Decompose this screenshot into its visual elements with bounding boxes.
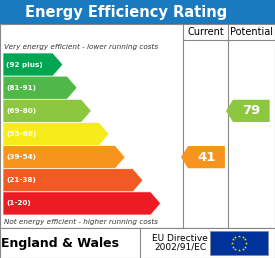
Text: (55-68): (55-68) [6,131,36,137]
Text: G: G [162,197,172,210]
Text: (92 plus): (92 plus) [6,62,43,68]
Text: Current: Current [187,27,224,37]
Bar [0,228,275,258]
Polygon shape [3,99,91,123]
Polygon shape [3,146,125,169]
Text: (21-38): (21-38) [6,177,36,183]
Polygon shape [3,76,77,99]
Text: Potential: Potential [230,27,273,37]
Text: 2002/91/EC: 2002/91/EC [154,243,206,252]
Text: Energy Efficiency Rating: Energy Efficiency Rating [25,4,228,20]
Polygon shape [226,100,270,122]
Text: (81-91): (81-91) [6,85,36,91]
Polygon shape [3,169,143,192]
Text: 79: 79 [242,104,260,117]
Bar [210,231,268,255]
Bar [0,24,275,228]
Polygon shape [181,146,225,168]
Polygon shape [3,123,109,146]
Text: F: F [144,174,152,187]
Bar [0,0,275,24]
Text: E: E [126,151,135,164]
Text: C: C [92,104,101,117]
Text: (39-54): (39-54) [6,154,36,160]
Text: (69-80): (69-80) [6,108,36,114]
Text: D: D [110,127,120,141]
Text: Not energy efficient - higher running costs: Not energy efficient - higher running co… [4,219,158,224]
Text: Very energy efficient - lower running costs: Very energy efficient - lower running co… [4,43,158,50]
Polygon shape [3,53,63,76]
Text: England & Wales: England & Wales [1,237,119,249]
Polygon shape [3,192,161,215]
Text: A: A [64,58,73,71]
Text: B: B [78,81,87,94]
Text: EU Directive: EU Directive [152,234,208,243]
Text: 41: 41 [197,151,216,164]
Text: (1-20): (1-20) [6,200,31,206]
